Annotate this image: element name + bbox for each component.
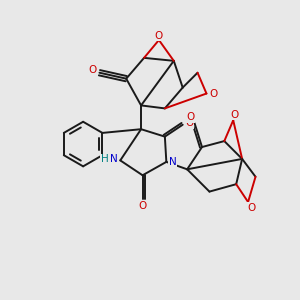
- Text: N: N: [169, 157, 177, 167]
- Text: N: N: [110, 154, 118, 164]
- Text: O: O: [185, 118, 194, 128]
- Text: O: O: [138, 201, 147, 211]
- Text: O: O: [186, 112, 194, 122]
- Text: O: O: [231, 110, 239, 120]
- Text: O: O: [88, 65, 96, 75]
- Text: O: O: [210, 88, 218, 98]
- Text: O: O: [247, 203, 255, 213]
- Text: O: O: [155, 31, 163, 40]
- Text: H: H: [101, 154, 109, 164]
